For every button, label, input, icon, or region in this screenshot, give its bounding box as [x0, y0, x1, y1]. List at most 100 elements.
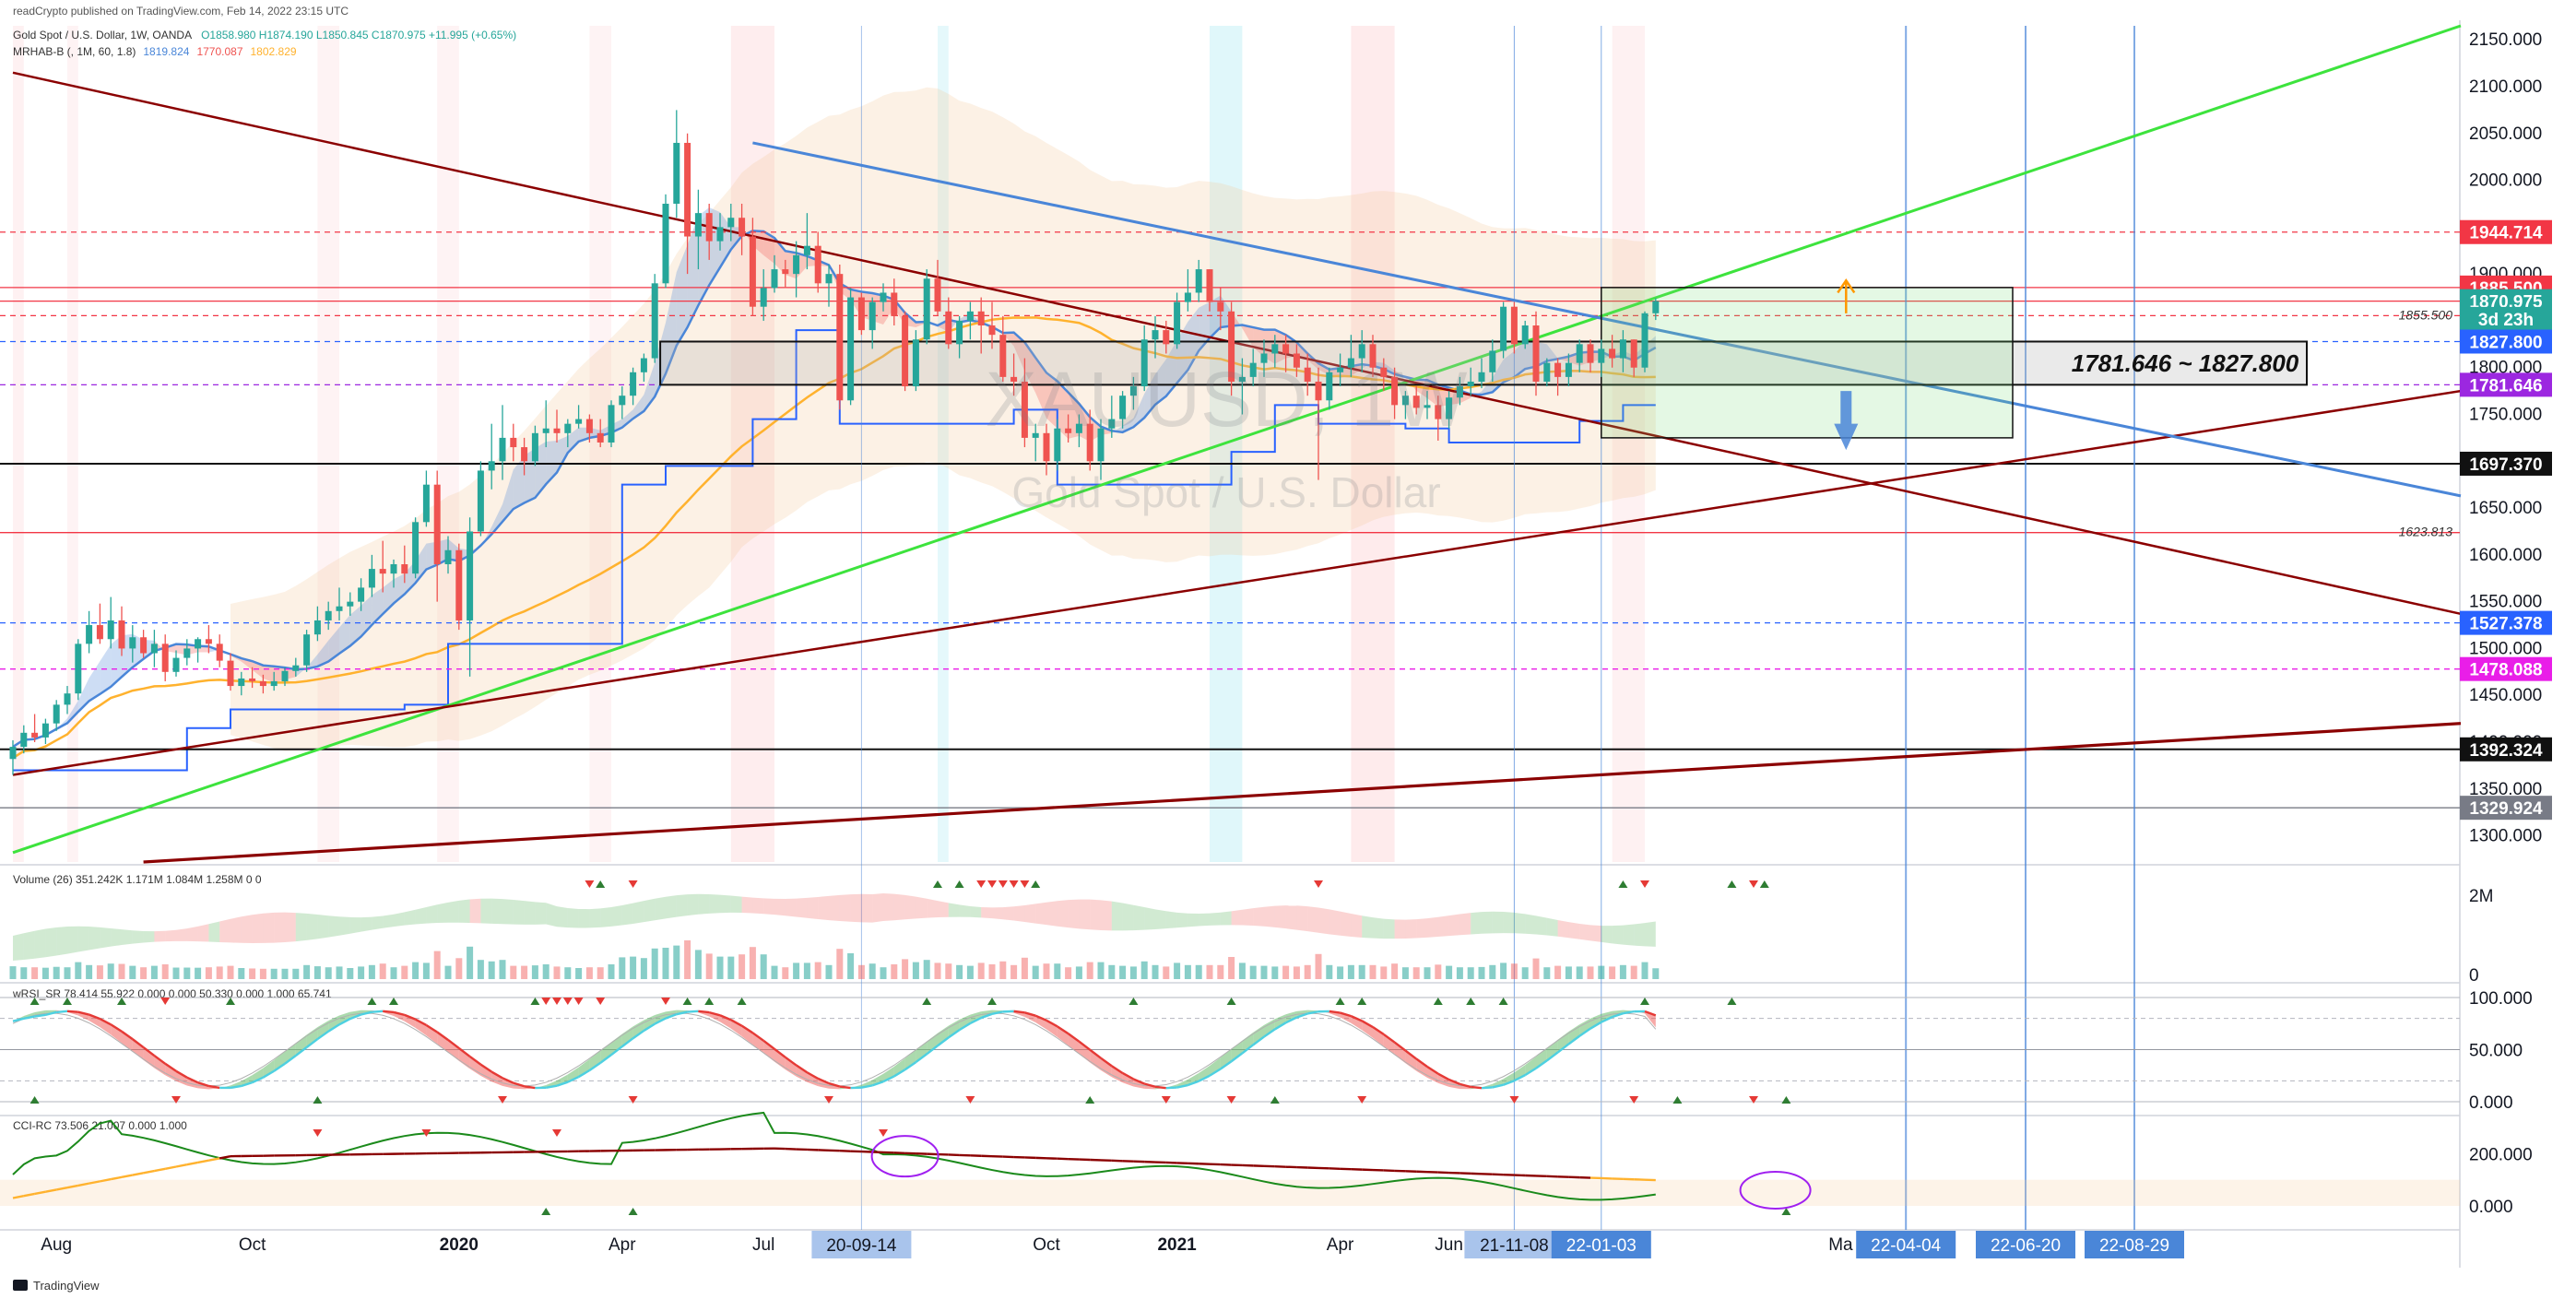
- candle-body: [1478, 372, 1485, 382]
- candle-body: [1249, 362, 1257, 377]
- wrsi-signal-segment: [360, 1010, 372, 1016]
- volume-bar: [1380, 966, 1388, 979]
- volume-band-segment: [557, 906, 568, 928]
- highlight-band: [317, 26, 339, 862]
- volume-bar: [195, 967, 202, 979]
- candle-body: [140, 637, 148, 654]
- volume-band-segment: [437, 902, 448, 924]
- volume-band-segment: [1471, 912, 1482, 935]
- volume-bar: [20, 967, 28, 979]
- volume-bar: [1195, 964, 1202, 979]
- volume-band-segment: [1285, 905, 1297, 930]
- wrsi-fill-segment: [306, 1027, 318, 1047]
- wrsi-fill-segment: [578, 1058, 590, 1078]
- volume-bar: [64, 967, 71, 979]
- candle-body: [172, 657, 180, 672]
- volume-bar: [1054, 963, 1061, 979]
- candle-body: [1010, 376, 1018, 382]
- volume-bar: [412, 962, 419, 979]
- price-badge: [2460, 306, 2552, 331]
- volume-bar: [1369, 964, 1377, 979]
- wrsi-fill-segment: [1090, 1049, 1101, 1070]
- ma-ribbon-segment: [263, 665, 275, 683]
- cci-slow-segment: [208, 1157, 220, 1162]
- wrsi-down-marker-icon: [552, 998, 561, 1005]
- price-badge-label: 1527.378: [2469, 615, 2542, 634]
- wrsi-signal-segment: [1567, 1034, 1580, 1045]
- volume-band-segment: [1176, 912, 1188, 928]
- wrsi-signal-segment: [1589, 1021, 1602, 1030]
- volume-bar: [238, 968, 245, 979]
- volume-bar: [575, 968, 583, 979]
- volume-band-segment: [981, 907, 992, 919]
- wrsi-signal-segment: [1252, 1035, 1265, 1046]
- candle-body: [1412, 396, 1420, 408]
- candle-body: [1228, 311, 1235, 382]
- volume-band-segment: [1155, 909, 1166, 929]
- candle-body: [1075, 423, 1082, 433]
- watermark-name: Gold Spot / U.S. Dollar: [1011, 468, 1440, 516]
- wrsi-signal-segment: [1198, 1074, 1211, 1082]
- volume-bar: [760, 954, 767, 979]
- volume-band-segment: [1090, 899, 1101, 930]
- volume-bar: [771, 965, 778, 979]
- volume-bar: [86, 964, 93, 979]
- wrsi-signal-segment: [1361, 1020, 1374, 1029]
- volume-up-arrow-icon: [1727, 880, 1737, 888]
- date-badge-label: 21-11-08: [1480, 1236, 1549, 1256]
- wrsi-signal-segment: [839, 1085, 851, 1090]
- volume-band-segment: [1231, 909, 1243, 926]
- candle-body: [1652, 301, 1660, 313]
- volume-bar: [401, 965, 408, 979]
- wrsi-fill-segment: [1362, 1021, 1373, 1038]
- wrsi-signal-segment: [327, 1023, 340, 1033]
- wrsi-signal-segment: [1578, 1027, 1591, 1037]
- candle-body: [1500, 306, 1507, 351]
- volume-down-arrow-icon: [1314, 880, 1323, 888]
- ma-ribbon-segment: [1057, 381, 1069, 439]
- wrsi-signal-segment: [904, 1061, 917, 1071]
- candle-body: [510, 437, 517, 448]
- date-badge: [1551, 1231, 1651, 1258]
- volume-bar: [1152, 964, 1159, 979]
- wrsi-signal-segment: [817, 1077, 830, 1085]
- candle-body: [1163, 330, 1170, 345]
- wrsi-signal-segment: [415, 1018, 427, 1027]
- volume-band-segment: [1437, 915, 1449, 938]
- wrsi-signal-segment: [1340, 1011, 1352, 1018]
- price-tick-label: 1500.000: [2469, 639, 2542, 658]
- candle-body: [705, 213, 713, 242]
- volume-band-segment: [56, 927, 67, 956]
- volume-band-segment: [1514, 912, 1526, 934]
- volume-band-segment: [1416, 918, 1427, 939]
- volume-band-segment: [861, 893, 873, 923]
- volume-bar: [1630, 965, 1637, 979]
- candle-body: [1401, 396, 1409, 406]
- volume-bar: [292, 968, 300, 979]
- volume-bar: [1304, 964, 1311, 979]
- wrsi-signal-segment: [937, 1036, 950, 1047]
- candle-body: [847, 297, 855, 401]
- volume-bar: [1108, 964, 1116, 979]
- volume-band-segment: [1318, 907, 1329, 935]
- candle-body: [1108, 419, 1116, 429]
- wrsi-signal-segment: [1601, 1016, 1613, 1023]
- volume-band-segment: [1133, 904, 1145, 931]
- ma-ribbon-segment: [774, 238, 786, 276]
- wrsi-down-marker-icon: [628, 1096, 638, 1104]
- volume-bar: [129, 965, 136, 979]
- wrsi-down-marker-icon: [1161, 1096, 1171, 1104]
- wrsi-signal-segment: [490, 1070, 503, 1080]
- wrsi-fill-segment: [927, 1033, 938, 1055]
- volume-band-segment: [1590, 925, 1601, 942]
- price-badge-label: 1781.646: [2469, 376, 2542, 396]
- price-badge-label: 1944.714: [2469, 224, 2543, 243]
- wrsi-fill-segment: [437, 1032, 448, 1053]
- wrsi-up-marker-icon: [1727, 998, 1737, 1005]
- candle-body: [161, 644, 169, 672]
- wrsi-signal-segment: [1644, 1010, 1657, 1017]
- volume-band-segment: [720, 894, 731, 914]
- volume-band-segment: [524, 901, 536, 925]
- candle-body: [1129, 386, 1137, 396]
